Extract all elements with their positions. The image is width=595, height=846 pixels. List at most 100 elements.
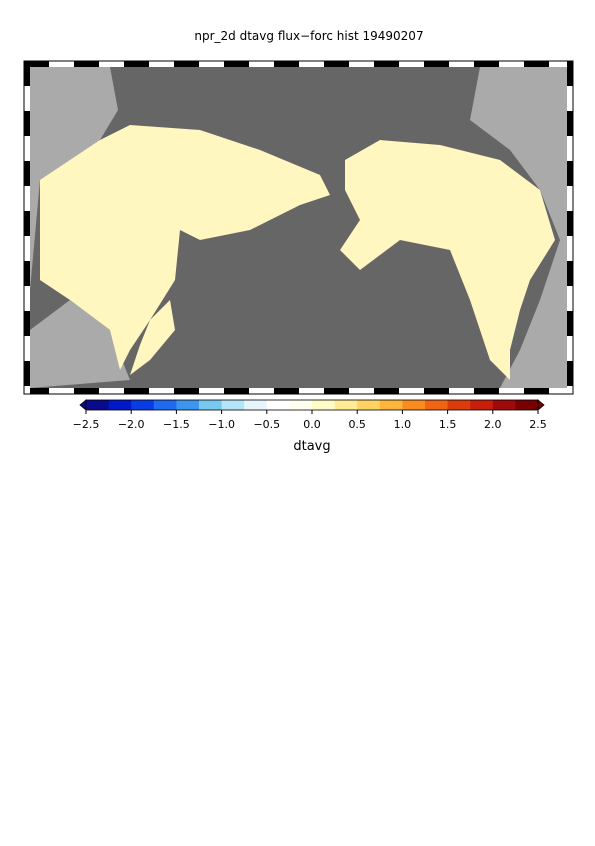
border-segment [567,186,573,211]
colorbar-swatch [357,400,381,410]
map [23,60,574,395]
border-segment [567,286,573,311]
colorbar-tick-label: −1.5 [163,418,190,431]
colorbar-swatch [492,400,516,410]
border-segment [24,261,30,286]
border-segment [24,186,30,211]
border-segment [549,61,573,67]
border-segment [499,388,524,394]
border-segment [249,61,274,67]
border-segment [567,336,573,361]
colorbar-tick-label: −2.5 [73,418,100,431]
border-segment [399,61,424,67]
land-america-data [340,140,555,380]
border-segment [24,236,30,261]
border-segment [374,388,399,394]
border-segment [474,61,499,67]
border-segment [124,61,149,67]
colorbar-tick-label: 0.5 [348,418,366,431]
border-segment [424,61,449,67]
colorbar-swatch [108,400,132,410]
land-east [470,67,567,388]
colorbar-tick-label: −2.0 [118,418,145,431]
border-segment [99,388,124,394]
border-segment [567,61,573,86]
border-segment [567,236,573,261]
colorbar-swatch [266,400,290,410]
colorbar-arrow [79,399,87,411]
border-segment [24,161,30,186]
border-segment [324,388,349,394]
border-outline [23,60,574,395]
border-segment [474,388,499,394]
border-segment [24,286,30,311]
border-segment [199,61,224,67]
border-segment [49,388,74,394]
border-segment [449,61,474,67]
colorbar-tick-label: 1.5 [439,418,457,431]
border-segment [24,311,30,336]
land-japan-data [130,300,175,375]
colorbar-swatch [515,400,539,410]
colorbar-swatch [379,400,403,410]
border-segment [567,161,573,186]
border-segment [274,61,299,67]
colorbar-swatch [447,400,471,410]
border-segment [524,388,549,394]
border-segment [524,61,549,67]
border-segment [374,61,399,67]
colorbar-label: dtavg [293,439,330,454]
colorbar-swatch [153,400,177,410]
colorbar-tick-label: 0.0 [303,418,321,431]
border-segment [74,388,99,394]
colorbar-tick-label: −1.0 [208,418,235,431]
border-segment [24,361,30,386]
border-segment [24,388,49,394]
map-title: npr_2d dtavg flux−forc hist 19490207 [194,29,423,43]
border-segment [424,388,449,394]
border-segment [24,61,49,67]
colorbar-swatch [244,400,268,410]
border-segment [349,388,374,394]
colorbar-swatch [176,400,200,410]
border-segment [324,61,349,67]
border-segment [224,61,249,67]
colorbar: −2.5 −2.0 −1.5 −1.0 −0.5 0.0 0.5 1.0 1.5 2.0 2.5 [73,399,547,431]
colorbar-swatch [199,400,223,410]
border-segment [99,61,124,67]
map-border [23,60,574,395]
colorbar-swatch [425,400,449,410]
border-segment [567,261,573,286]
border-segment [24,336,30,361]
border-segment [199,388,224,394]
border-segment [224,388,249,394]
border-segment [174,61,199,67]
colorbar-swatch [334,400,358,410]
border-segment [567,386,573,394]
border-segment [449,388,474,394]
colorbar-tick-label: −0.5 [253,418,280,431]
colorbar-swatch [131,400,155,410]
border-segment [24,211,30,236]
border-segment [149,388,174,394]
colorbar-arrow [537,399,545,411]
colorbar-swatch [402,400,426,410]
border-segment [567,361,573,386]
border-segment [24,86,30,111]
land-west [30,67,130,388]
border-segment [174,388,199,394]
colorbar-swatch [470,400,494,410]
border-segment [567,136,573,161]
border-segment [299,388,324,394]
border-segment [24,136,30,161]
colorbar-swatch [86,400,110,410]
border-segment [299,61,324,67]
border-segment [24,61,30,86]
land-asia-data [40,125,330,370]
colorbar-swatch [289,400,313,410]
colorbar-tick-label: 2.5 [529,418,547,431]
border-segment [567,111,573,136]
border-segment [24,386,30,394]
